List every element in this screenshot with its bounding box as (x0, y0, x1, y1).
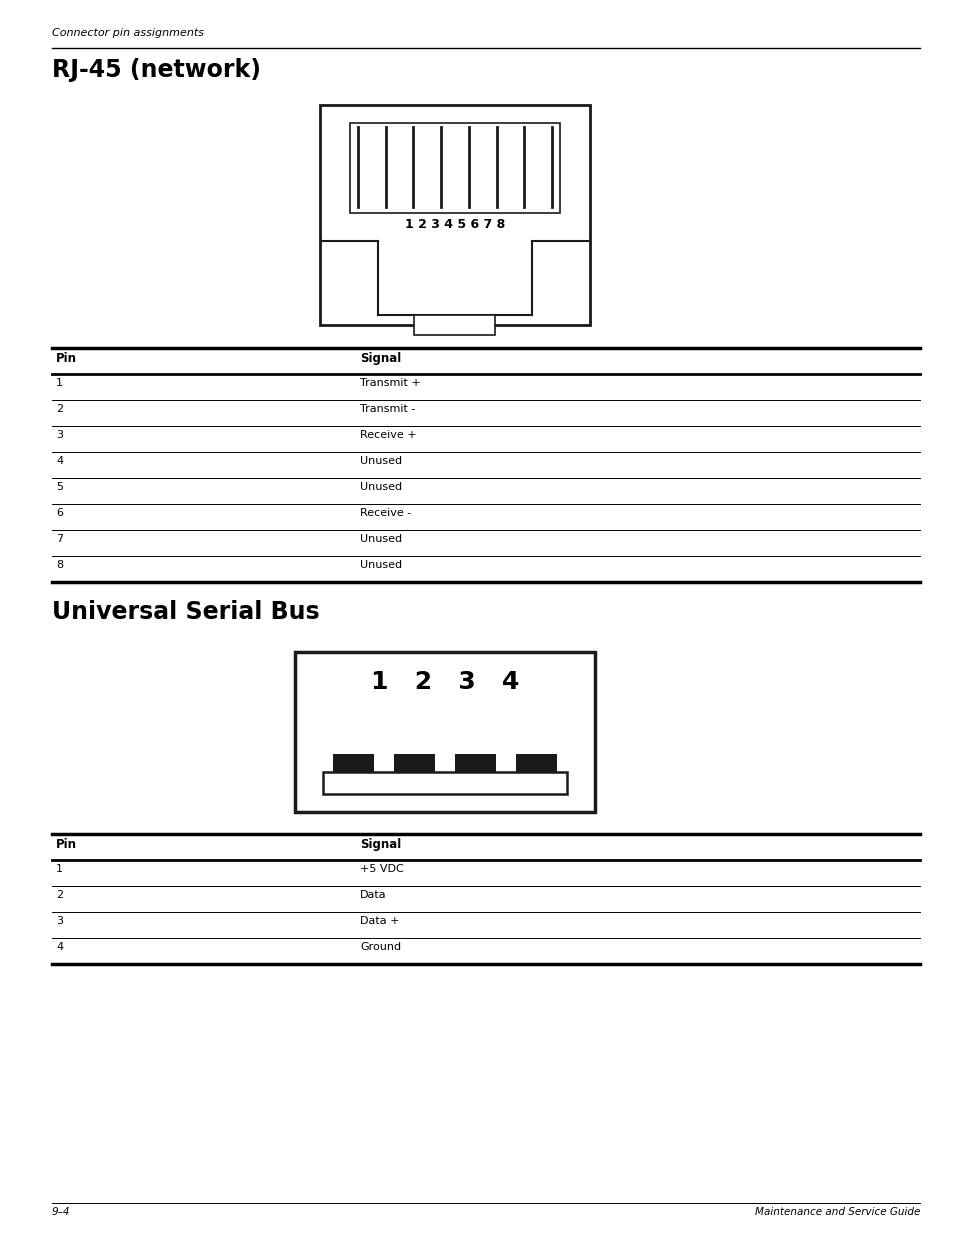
Text: 7: 7 (56, 534, 63, 543)
Text: 1: 1 (56, 378, 63, 388)
Text: Connector pin assignments: Connector pin assignments (52, 28, 204, 38)
Text: 1   2   3   4: 1 2 3 4 (371, 671, 518, 694)
Text: 5: 5 (56, 482, 63, 492)
Text: Pin: Pin (56, 839, 77, 851)
Text: +5 VDC: +5 VDC (359, 864, 403, 874)
Text: Maintenance and Service Guide: Maintenance and Service Guide (754, 1207, 919, 1216)
Bar (414, 315, 495, 335)
Text: Universal Serial Bus: Universal Serial Bus (52, 600, 319, 624)
Bar (333, 755, 374, 772)
Bar (294, 652, 595, 811)
Text: 1: 1 (56, 864, 63, 874)
Text: Signal: Signal (359, 839, 401, 851)
Text: Unused: Unused (359, 534, 402, 543)
Text: 3: 3 (56, 430, 63, 440)
Text: 2: 2 (56, 890, 63, 900)
Text: 8: 8 (56, 559, 63, 571)
Bar (319, 105, 589, 325)
Text: Pin: Pin (56, 352, 77, 366)
Text: Transmit -: Transmit - (359, 404, 415, 414)
Text: 1 2 3 4 5 6 7 8: 1 2 3 4 5 6 7 8 (404, 219, 504, 231)
Text: 6: 6 (56, 508, 63, 517)
Text: Transmit +: Transmit + (359, 378, 420, 388)
Bar (350, 124, 559, 212)
Text: 9–4: 9–4 (52, 1207, 71, 1216)
Text: Signal: Signal (359, 352, 401, 366)
Bar (516, 755, 557, 772)
Text: Receive -: Receive - (359, 508, 411, 517)
Text: Unused: Unused (359, 456, 402, 466)
Text: 3: 3 (56, 916, 63, 926)
Bar (394, 755, 435, 772)
Text: Unused: Unused (359, 559, 402, 571)
Text: 4: 4 (56, 456, 63, 466)
Text: Receive +: Receive + (359, 430, 416, 440)
Text: Data: Data (359, 890, 386, 900)
Text: Unused: Unused (359, 482, 402, 492)
Text: Ground: Ground (359, 942, 400, 952)
Bar (455, 755, 496, 772)
Text: 2: 2 (56, 404, 63, 414)
Text: 4: 4 (56, 942, 63, 952)
Text: Data +: Data + (359, 916, 399, 926)
Bar (323, 772, 566, 794)
Text: RJ-45 (network): RJ-45 (network) (52, 58, 261, 82)
